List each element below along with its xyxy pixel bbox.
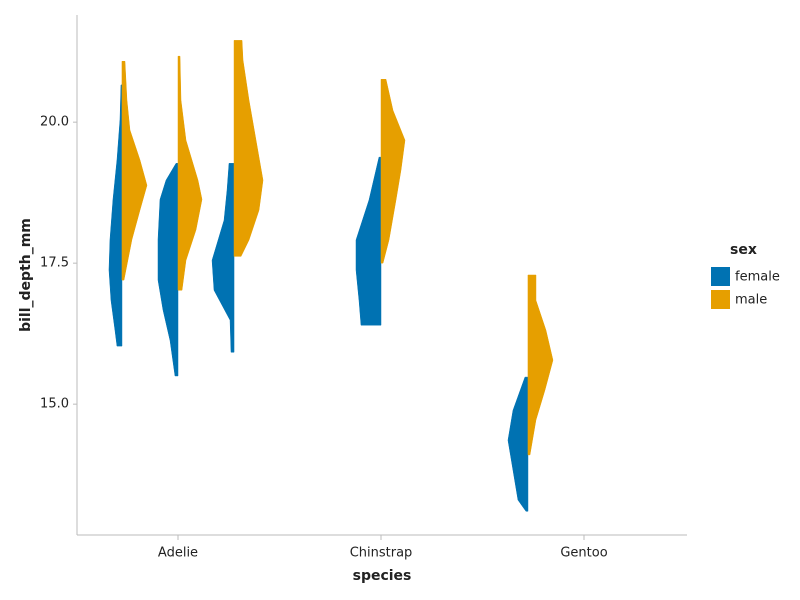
violin-half (527, 274, 554, 456)
x-tick-label: Gentoo (560, 546, 607, 561)
legend-label: male (735, 293, 767, 308)
violin-half (177, 55, 203, 291)
violin-half (121, 60, 148, 281)
y-tick-label: 20.0 (40, 115, 69, 130)
violin-half (157, 163, 179, 377)
violin-half (355, 156, 382, 326)
x-tick-label: Chinstrap (350, 546, 413, 561)
legend-swatch (711, 267, 730, 286)
violin-half (380, 79, 406, 264)
x-tick-label: Adelie (158, 546, 198, 561)
legend-title: sex (730, 242, 757, 258)
violin-half (233, 40, 264, 257)
y-axis-title: bill_depth_mm (18, 218, 34, 332)
violin-half (108, 84, 123, 347)
x-axis-title: species (353, 568, 412, 584)
violin-half (507, 376, 529, 512)
y-tick-label: 17.5 (40, 256, 69, 271)
y-tick-label: 15.0 (40, 397, 69, 412)
legend-swatch (711, 290, 730, 309)
legend-label: female (735, 270, 780, 285)
violin-half (211, 163, 235, 353)
